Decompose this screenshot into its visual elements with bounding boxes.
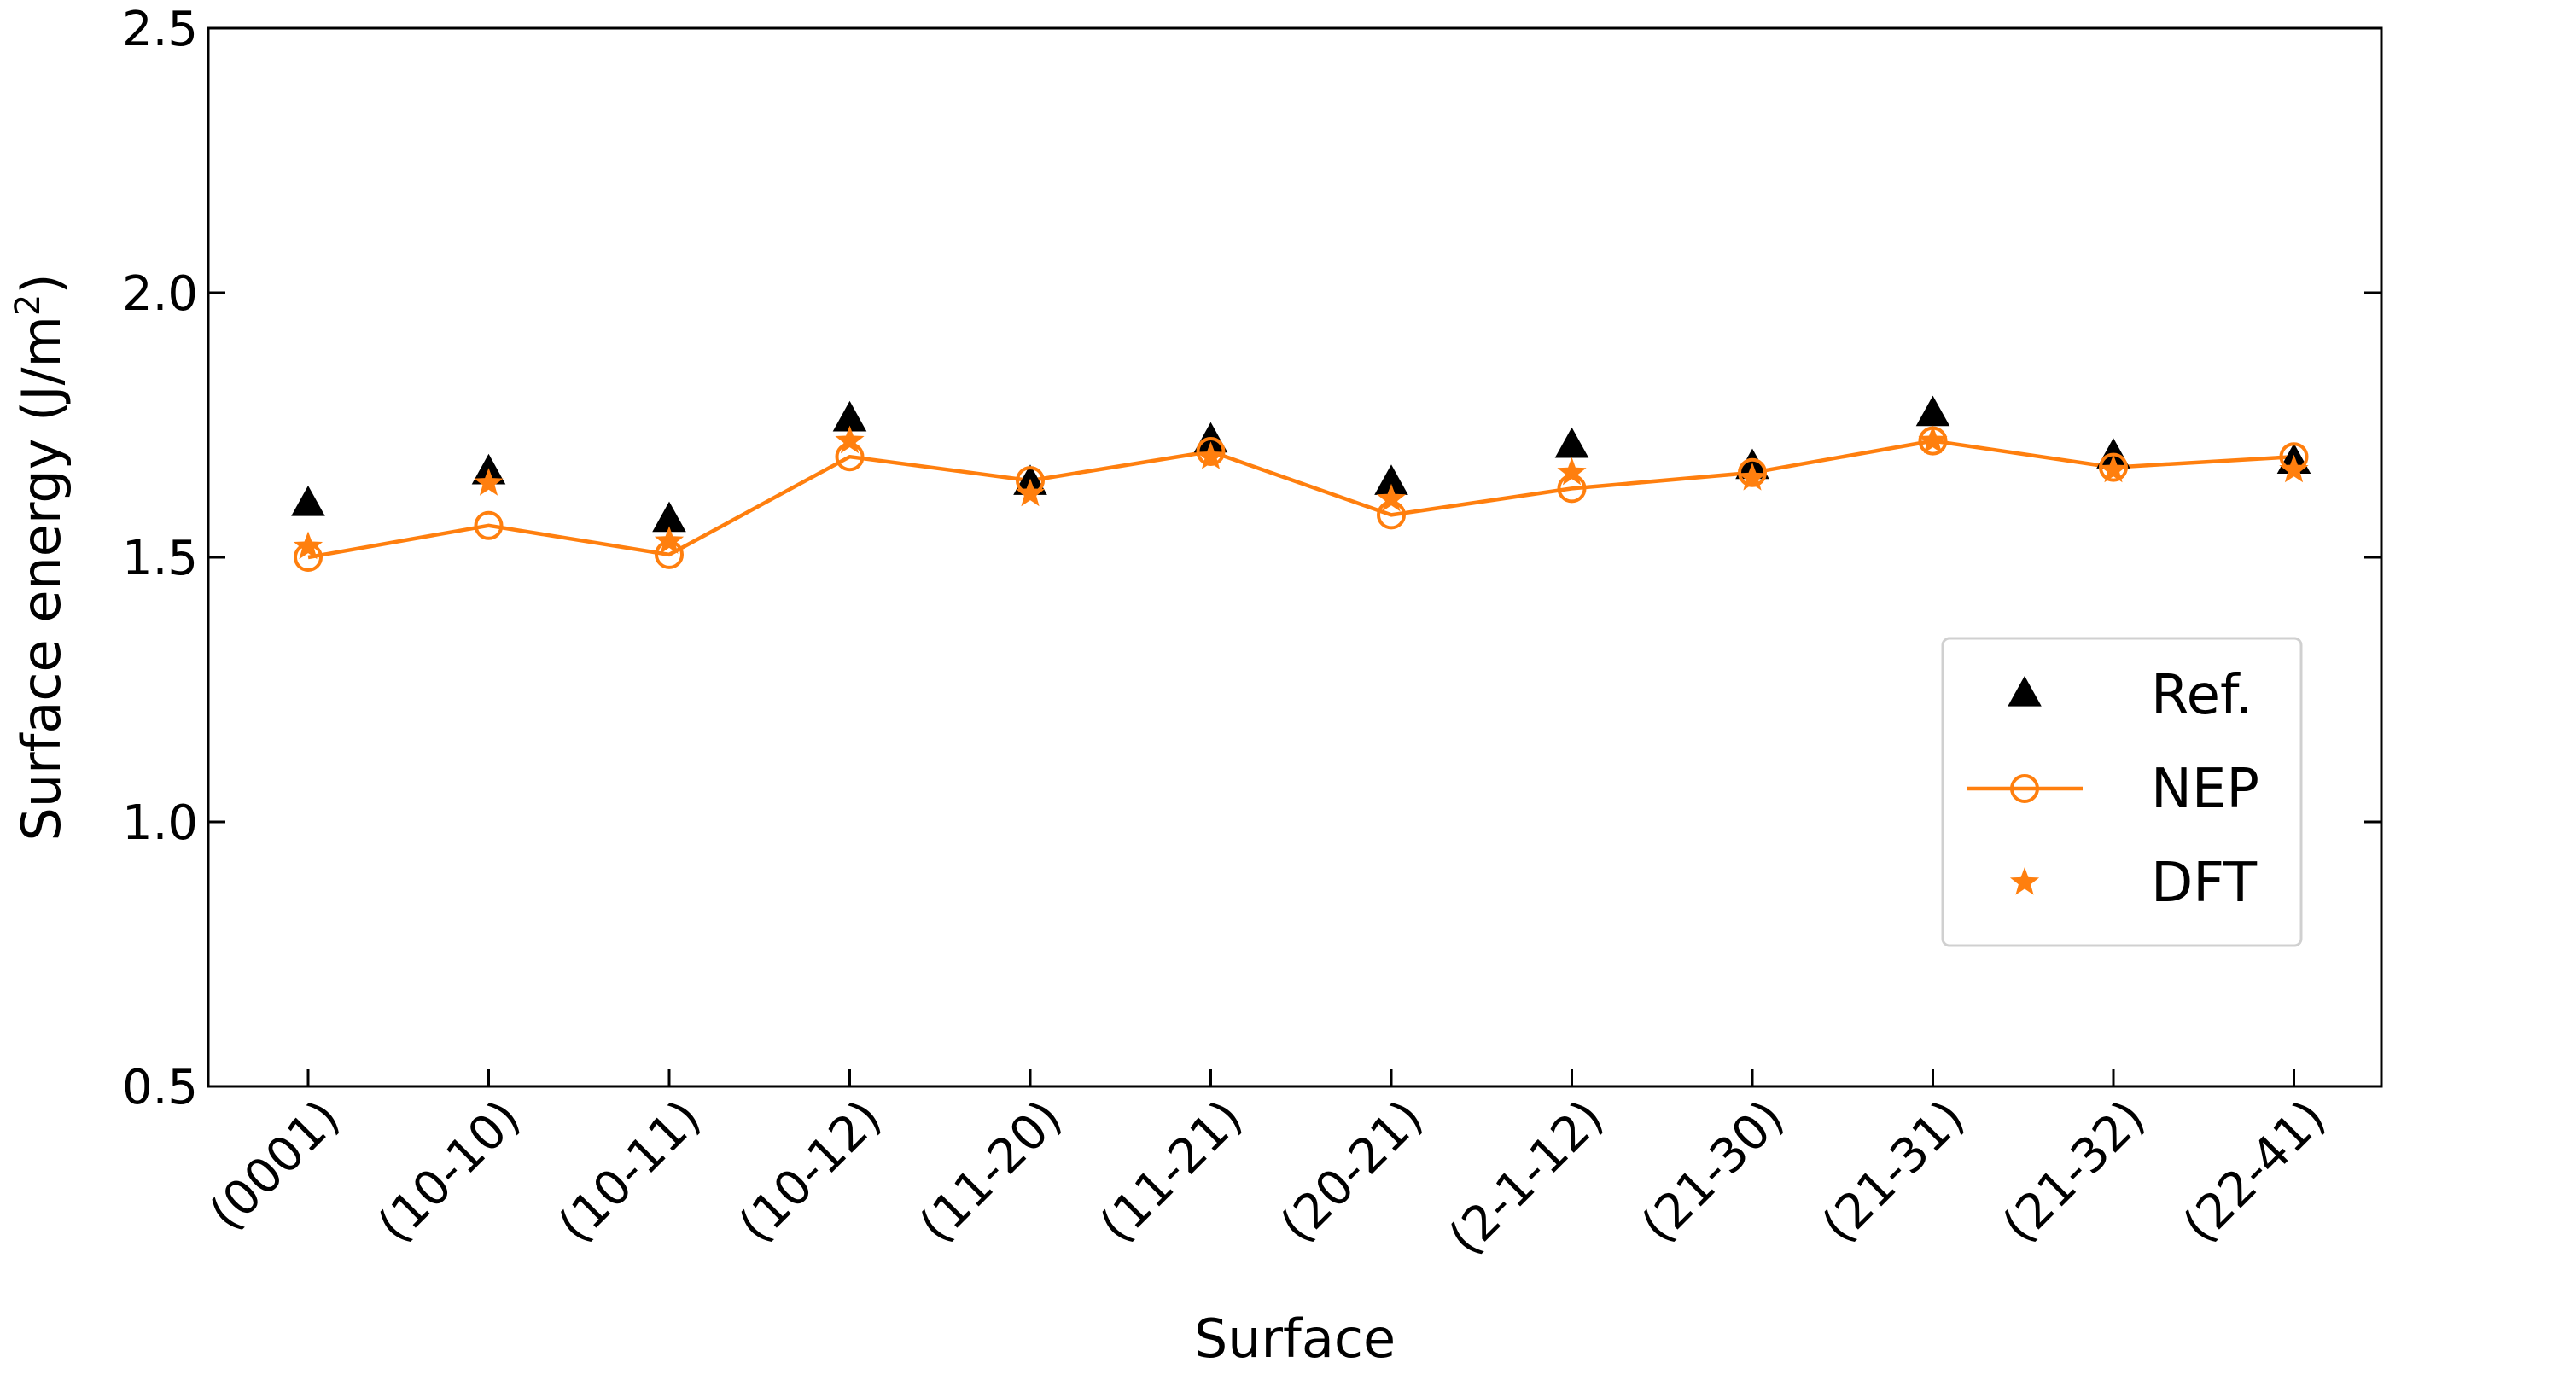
x-tick-label: (10-10) [367, 1090, 531, 1254]
x-tick-label: (2-1-12) [1438, 1090, 1614, 1266]
point-ref [1915, 395, 1950, 427]
point-nep [1377, 500, 1406, 530]
y-axis-label-main: Surface energy (J/m [10, 316, 73, 841]
point-dft [1557, 457, 1587, 486]
y-tick-label: 0.5 [122, 1060, 198, 1115]
point-ref [1554, 427, 1589, 458]
point-dft [474, 468, 504, 496]
point-ref [652, 501, 686, 533]
point-ref [832, 400, 867, 432]
y-axis-label-suffix: ) [10, 273, 73, 294]
x-tick-label: (21-30) [1631, 1090, 1795, 1254]
x-tick-label: (21-32) [1992, 1090, 2156, 1254]
point-nep [474, 510, 504, 540]
x-tick-label: (0001) [199, 1090, 351, 1242]
series-lines [307, 439, 2294, 560]
x-tick-label: (10-11) [548, 1090, 712, 1254]
x-tick-label: (10-12) [728, 1090, 892, 1254]
series-line-nep [307, 439, 2294, 560]
y-axis-label: Surface energy (J/m2) [9, 273, 73, 841]
point-dft [654, 526, 685, 554]
legend-box [1941, 637, 2303, 947]
legend-label-dft: DFT [2151, 852, 2258, 915]
x-axis-label: Surface [1194, 1307, 1396, 1370]
legend-label-nep: NEP [2151, 758, 2259, 821]
legend-label-ref: Ref. [2151, 664, 2253, 727]
point-nep [835, 442, 865, 472]
x-tick-label: (11-20) [909, 1090, 1073, 1254]
point-ref [1374, 464, 1408, 495]
point-dft [1376, 483, 1407, 512]
legend-marker-ref [2008, 676, 2042, 707]
point-nep [294, 543, 323, 572]
y-axis: 0.5 1.0 1.5 2.0 2.5 [122, 2, 2381, 1115]
x-tick-label: (11-21) [1089, 1090, 1253, 1254]
point-nep [655, 539, 684, 569]
legend: Ref. NEP DFT [1941, 637, 2303, 947]
x-tick-label: (21-31) [1811, 1090, 1975, 1254]
x-tick-label: (22-41) [2172, 1090, 2336, 1254]
point-dft [835, 425, 865, 454]
point-nep [2099, 452, 2128, 482]
y-tick-label: 2.0 [122, 266, 198, 322]
x-tick-label: (20-21) [1270, 1090, 1434, 1254]
point-nep [1016, 466, 1045, 496]
y-axis-label-superscript: 2 [9, 294, 48, 316]
point-ref [291, 486, 325, 516]
series-markers [291, 395, 2311, 572]
point-nep [2279, 442, 2309, 472]
point-dft [2098, 454, 2129, 483]
point-dft [1737, 463, 1768, 491]
y-tick-label: 1.5 [122, 531, 198, 586]
x-axis: (0001) (10-10) (10-11) (10-12) (11-20) (11-21… [199, 1069, 2336, 1266]
point-nep [1196, 437, 1226, 466]
y-tick-label: 1.0 [122, 795, 198, 851]
point-nep [1738, 457, 1767, 487]
point-nep [1918, 426, 1948, 456]
legend-marker-dft [2009, 867, 2040, 895]
point-dft [1196, 441, 1226, 469]
legend-symbols [1967, 676, 2083, 895]
legend-marker-nep [2010, 774, 2039, 803]
y-tick-label: 2.5 [122, 2, 198, 57]
point-dft [1918, 425, 1948, 454]
point-nep [1557, 474, 1587, 504]
